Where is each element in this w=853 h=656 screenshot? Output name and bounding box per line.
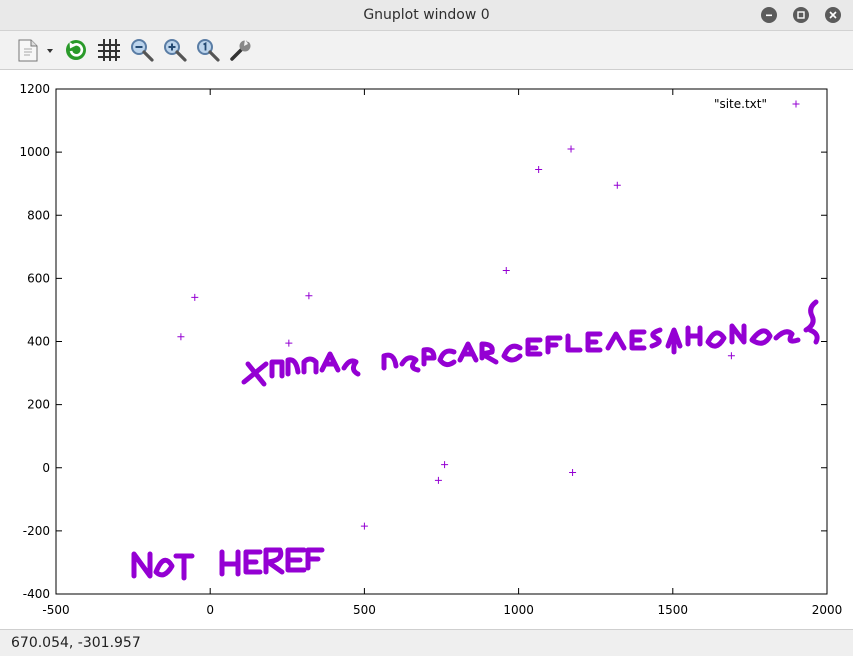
data-point [360, 522, 368, 530]
x-tick-label: 500 [353, 603, 376, 617]
lettering-stroke [501, 343, 523, 363]
plot-area[interactable]: -500 0 500 1000 1500 2000 -400 -200 0 200 400 600 80… [4, 72, 849, 628]
lettering-stroke [301, 356, 319, 375]
lettering-stroke [399, 355, 421, 373]
lettering-stroke [381, 352, 399, 371]
plot-border [55, 88, 828, 595]
lettering-stroke [131, 551, 153, 579]
data-point [727, 352, 735, 360]
grid-icon [98, 39, 120, 61]
data-point [434, 476, 442, 484]
close-icon [829, 11, 837, 19]
x-tick-label: 2000 [812, 603, 843, 617]
lettering-stroke [629, 329, 647, 351]
data-point [613, 181, 621, 189]
lettering-stroke [605, 331, 627, 351]
minimize-icon [766, 14, 772, 17]
y-tick-label: 600 [27, 271, 50, 285]
lettering-stroke [421, 347, 437, 367]
lettering-stroke [749, 328, 773, 346]
lettering-stroke [525, 337, 543, 357]
y-tick-label: 200 [27, 398, 50, 412]
lettering-stroke [545, 335, 563, 355]
close-button[interactable] [825, 7, 841, 23]
replot-icon [66, 40, 86, 60]
toolbar [0, 31, 853, 70]
lettering-stroke [285, 357, 301, 377]
lettering-stroke [649, 327, 663, 349]
settings-button[interactable] [227, 36, 255, 64]
lettering-stroke [705, 330, 727, 349]
y-tick-label: 1200 [19, 82, 50, 96]
zoom-in-button[interactable] [161, 36, 189, 64]
lettering-stroke [341, 358, 361, 377]
lettering-stroke [305, 547, 325, 571]
y-tick-label: 1000 [19, 145, 50, 159]
title-bar: Gnuplot window 0 [0, 0, 853, 31]
data-point [569, 468, 577, 476]
lettering-stroke [773, 329, 801, 344]
x-tick-label: 0 [206, 603, 214, 617]
lettering-stroke [685, 325, 703, 347]
maximize-icon [797, 11, 805, 19]
status-bar: 670.054, -301.957 [0, 629, 853, 656]
maximize-button[interactable] [793, 7, 809, 23]
lettering-stroke [565, 333, 583, 353]
zoom-reset-button[interactable] [194, 36, 222, 64]
zoom-in-icon [164, 39, 187, 62]
lettering-stroke [243, 549, 263, 575]
x-tick-label: 1000 [503, 603, 534, 617]
mouse-coordinates: 670.054, -301.957 [11, 635, 141, 651]
legend-label: "site.txt" [714, 97, 767, 111]
lettering-stroke [585, 331, 603, 353]
lettering-stroke [269, 359, 285, 379]
x-tick-label: -500 [42, 603, 69, 617]
y-tick-label: 0 [42, 461, 50, 475]
zoom-reset-icon [197, 39, 220, 62]
grid-button[interactable] [95, 36, 123, 64]
lettering-stroke [665, 327, 683, 355]
legend-marker [792, 100, 800, 108]
data-point [535, 165, 543, 173]
scatter-chart: -500 0 500 1000 1500 2000 -400 -200 0 200 400 600 80… [19, 82, 843, 617]
lettering-stroke [285, 547, 307, 573]
window-title: Gnuplot window 0 [363, 7, 490, 23]
settings-icon [230, 36, 252, 61]
lettering-stroke [173, 553, 195, 581]
lettering-stroke [219, 549, 241, 577]
data-point [305, 292, 313, 300]
export-button[interactable] [16, 36, 56, 64]
data-point [502, 266, 510, 274]
zoom-out-button[interactable] [128, 36, 156, 64]
lettering-stroke [457, 341, 479, 363]
y-tick-label: 800 [27, 208, 50, 222]
lettering-stroke [319, 351, 341, 373]
lettering-stroke [803, 299, 820, 345]
data-point [191, 293, 199, 301]
lettering-stroke [153, 557, 175, 578]
data-point [285, 339, 293, 347]
y-tick-label: -200 [23, 524, 50, 538]
data-point [567, 145, 575, 153]
zoom-out-icon [131, 39, 154, 62]
lettering-stroke [437, 348, 457, 368]
x-tick-label: 1500 [658, 603, 689, 617]
y-tick-label: 400 [27, 335, 50, 349]
export-icon [18, 39, 53, 62]
point-lettering [131, 299, 820, 581]
y-tick-label: -400 [23, 587, 50, 601]
data-point [177, 333, 185, 341]
minimize-button[interactable] [761, 7, 777, 23]
lettering-stroke [241, 361, 269, 387]
replot-button[interactable] [62, 36, 90, 64]
lettering-stroke [263, 547, 285, 575]
data-point [441, 461, 449, 469]
lettering-stroke [479, 341, 499, 365]
lettering-stroke [729, 323, 747, 345]
